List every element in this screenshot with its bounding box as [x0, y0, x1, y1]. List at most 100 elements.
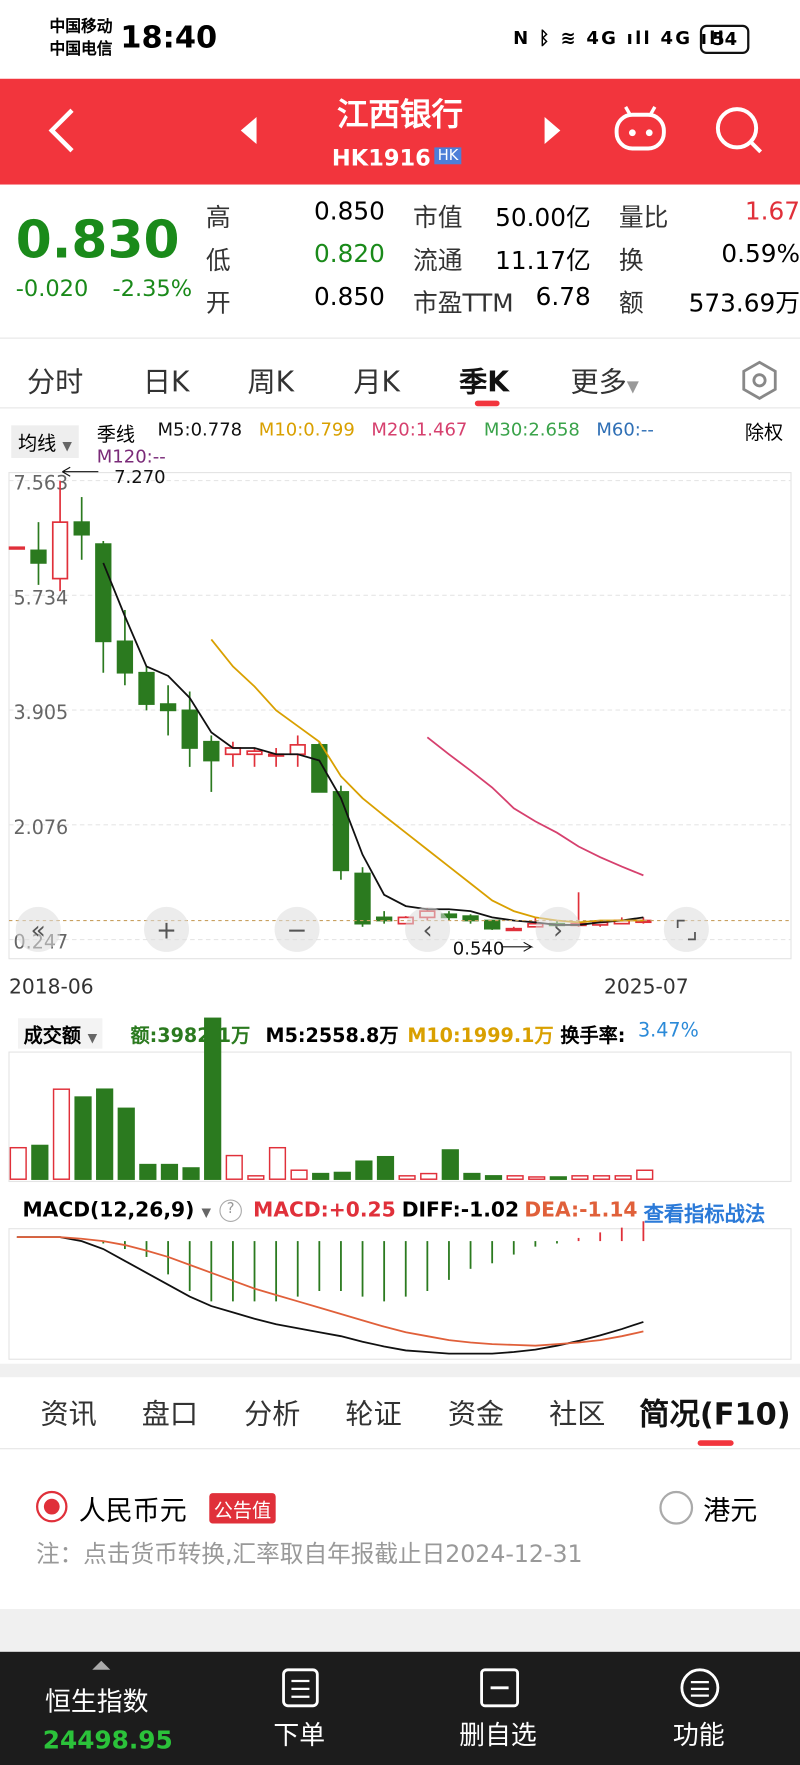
more-arrow: ▼: [626, 378, 639, 397]
volume-bar: [333, 1171, 351, 1180]
nav-item[interactable]: 下单: [273, 1721, 326, 1751]
kline-chart: 7.5635.7343.9052.0760.2477.2700.5402018-…: [8, 466, 792, 1360]
info-tab-active[interactable]: 简况(F10): [639, 1397, 791, 1433]
info-tab[interactable]: 社区: [549, 1397, 606, 1431]
candle-body: [289, 744, 306, 756]
info-tab[interactable]: 资讯: [40, 1397, 97, 1431]
period-tab[interactable]: 周K: [247, 365, 295, 399]
currency-option[interactable]: 港元: [703, 1495, 758, 1527]
adjust-button[interactable]: 除权: [744, 421, 784, 445]
candle-body: [73, 521, 90, 536]
stat-label: 换: [618, 247, 644, 276]
more-label: 更多: [570, 365, 627, 399]
currency-option[interactable]: 人民币元: [78, 1495, 187, 1527]
diff-value: DIFF:-1.02: [401, 1198, 520, 1222]
plot-frame: [8, 472, 792, 960]
carrier: 中国移动 中国电信: [50, 16, 113, 61]
next-stock[interactable]: [544, 117, 561, 145]
candle-body: [462, 915, 479, 922]
back-button[interactable]: [48, 108, 74, 153]
nav-item[interactable]: 功能: [672, 1721, 725, 1751]
volume-bar: [614, 1175, 632, 1180]
y-tick-label: 3.905: [14, 701, 69, 724]
zoom-button[interactable]: [15, 906, 61, 952]
volume-bar: [355, 1160, 373, 1180]
macd-selector[interactable]: MACD(12,26,9) ▼: [22, 1198, 211, 1222]
volume-bar: [571, 1175, 589, 1180]
header: [0, 78, 800, 185]
info-tab[interactable]: 分析: [244, 1397, 301, 1431]
help-icon[interactable]: ?: [219, 1199, 242, 1222]
volume-bar: [31, 1144, 49, 1180]
carrier-1: 中国移动: [49, 18, 113, 37]
ma-legend: M30:2.658: [483, 418, 580, 440]
zoom-icon: −: [287, 915, 308, 944]
period-tab[interactable]: 月K: [353, 365, 400, 399]
y-tick-label: 2.076: [14, 816, 69, 839]
info-tab[interactable]: 资金: [447, 1397, 505, 1431]
spacer: [0, 1609, 800, 1652]
low-label: 0.540: [453, 939, 505, 960]
index-value: 24498.95: [42, 1727, 173, 1756]
zoom-icon: ⌜⌟: [675, 915, 698, 944]
stat-label: 高: [205, 204, 231, 233]
candle-body: [224, 747, 242, 756]
zoom-button[interactable]: [144, 906, 190, 952]
volume-bar: [290, 1169, 308, 1180]
volume-bar: [139, 1163, 157, 1180]
y-tick-label: 7.563: [14, 472, 69, 495]
zoom-button[interactable]: [535, 906, 581, 952]
volume-bar: [549, 1176, 567, 1180]
period-tab[interactable]: 日K: [142, 365, 190, 399]
volume-bar: [376, 1155, 395, 1180]
volume-bar: [528, 1176, 546, 1180]
volume-bar: [9, 1146, 27, 1180]
stat-label: 流通: [412, 247, 463, 276]
candle-body: [375, 916, 393, 922]
ma-legend: M120:--: [96, 445, 166, 467]
stat-value: 1.67: [744, 198, 800, 227]
stock-name: 江西银行: [336, 95, 464, 133]
info-tab[interactable]: 轮证: [345, 1397, 402, 1431]
indicator-link[interactable]: 查看指标战法: [643, 1202, 766, 1227]
header-icons: [48, 106, 763, 154]
y-tick-label: 5.734: [14, 586, 69, 609]
period-tab[interactable]: 分时: [27, 365, 84, 399]
info-tab[interactable]: 盘口: [141, 1397, 199, 1431]
zoom-button[interactable]: [405, 906, 451, 952]
nav-icons: [92, 1660, 720, 1708]
search-button[interactable]: [715, 107, 763, 154]
ma-selector[interactable]: 均线 ▼: [11, 425, 79, 458]
stock-code: HK1916: [331, 144, 431, 172]
ma-selector-label: 均线: [18, 433, 57, 456]
note: 注：点击货币转换,汇率取自年报截止日2024-12-31: [36, 1540, 583, 1568]
dea-value: DEA:-1.14: [524, 1198, 638, 1222]
robot-button[interactable]: [614, 106, 666, 151]
bottom-nav: [0, 1651, 800, 1765]
zoom-button[interactable]: [663, 906, 709, 952]
settings-button[interactable]: [737, 358, 782, 403]
period-tab[interactable]: 更多▼: [570, 360, 638, 401]
candle-body: [116, 640, 134, 674]
candle-body: [505, 927, 522, 932]
badge: 公告值: [209, 1493, 276, 1524]
stat-value: 0.850: [313, 283, 385, 312]
volume-bar: [463, 1172, 481, 1180]
volume-selector[interactable]: 成交额 ▼: [18, 1018, 103, 1049]
candle-body: [203, 740, 220, 762]
battery: 54: [699, 24, 750, 55]
zoom-icon: +: [156, 915, 177, 944]
zoom-icon: ‹: [423, 915, 433, 944]
prev-stock[interactable]: [240, 117, 257, 145]
index-name[interactable]: 恒生指数: [45, 1687, 149, 1718]
candle-body: [484, 919, 501, 930]
nav-item[interactable]: 删自选: [459, 1721, 537, 1751]
stat-label: 量比: [618, 204, 669, 233]
radio-selected[interactable]: [36, 1490, 68, 1523]
zoom-button[interactable]: [274, 906, 320, 952]
period-tab-active[interactable]: 季K: [459, 365, 510, 399]
volume-bar: [52, 1088, 71, 1180]
candle-body: [138, 671, 155, 705]
candle-body: [332, 791, 350, 872]
radio[interactable]: [659, 1490, 694, 1525]
